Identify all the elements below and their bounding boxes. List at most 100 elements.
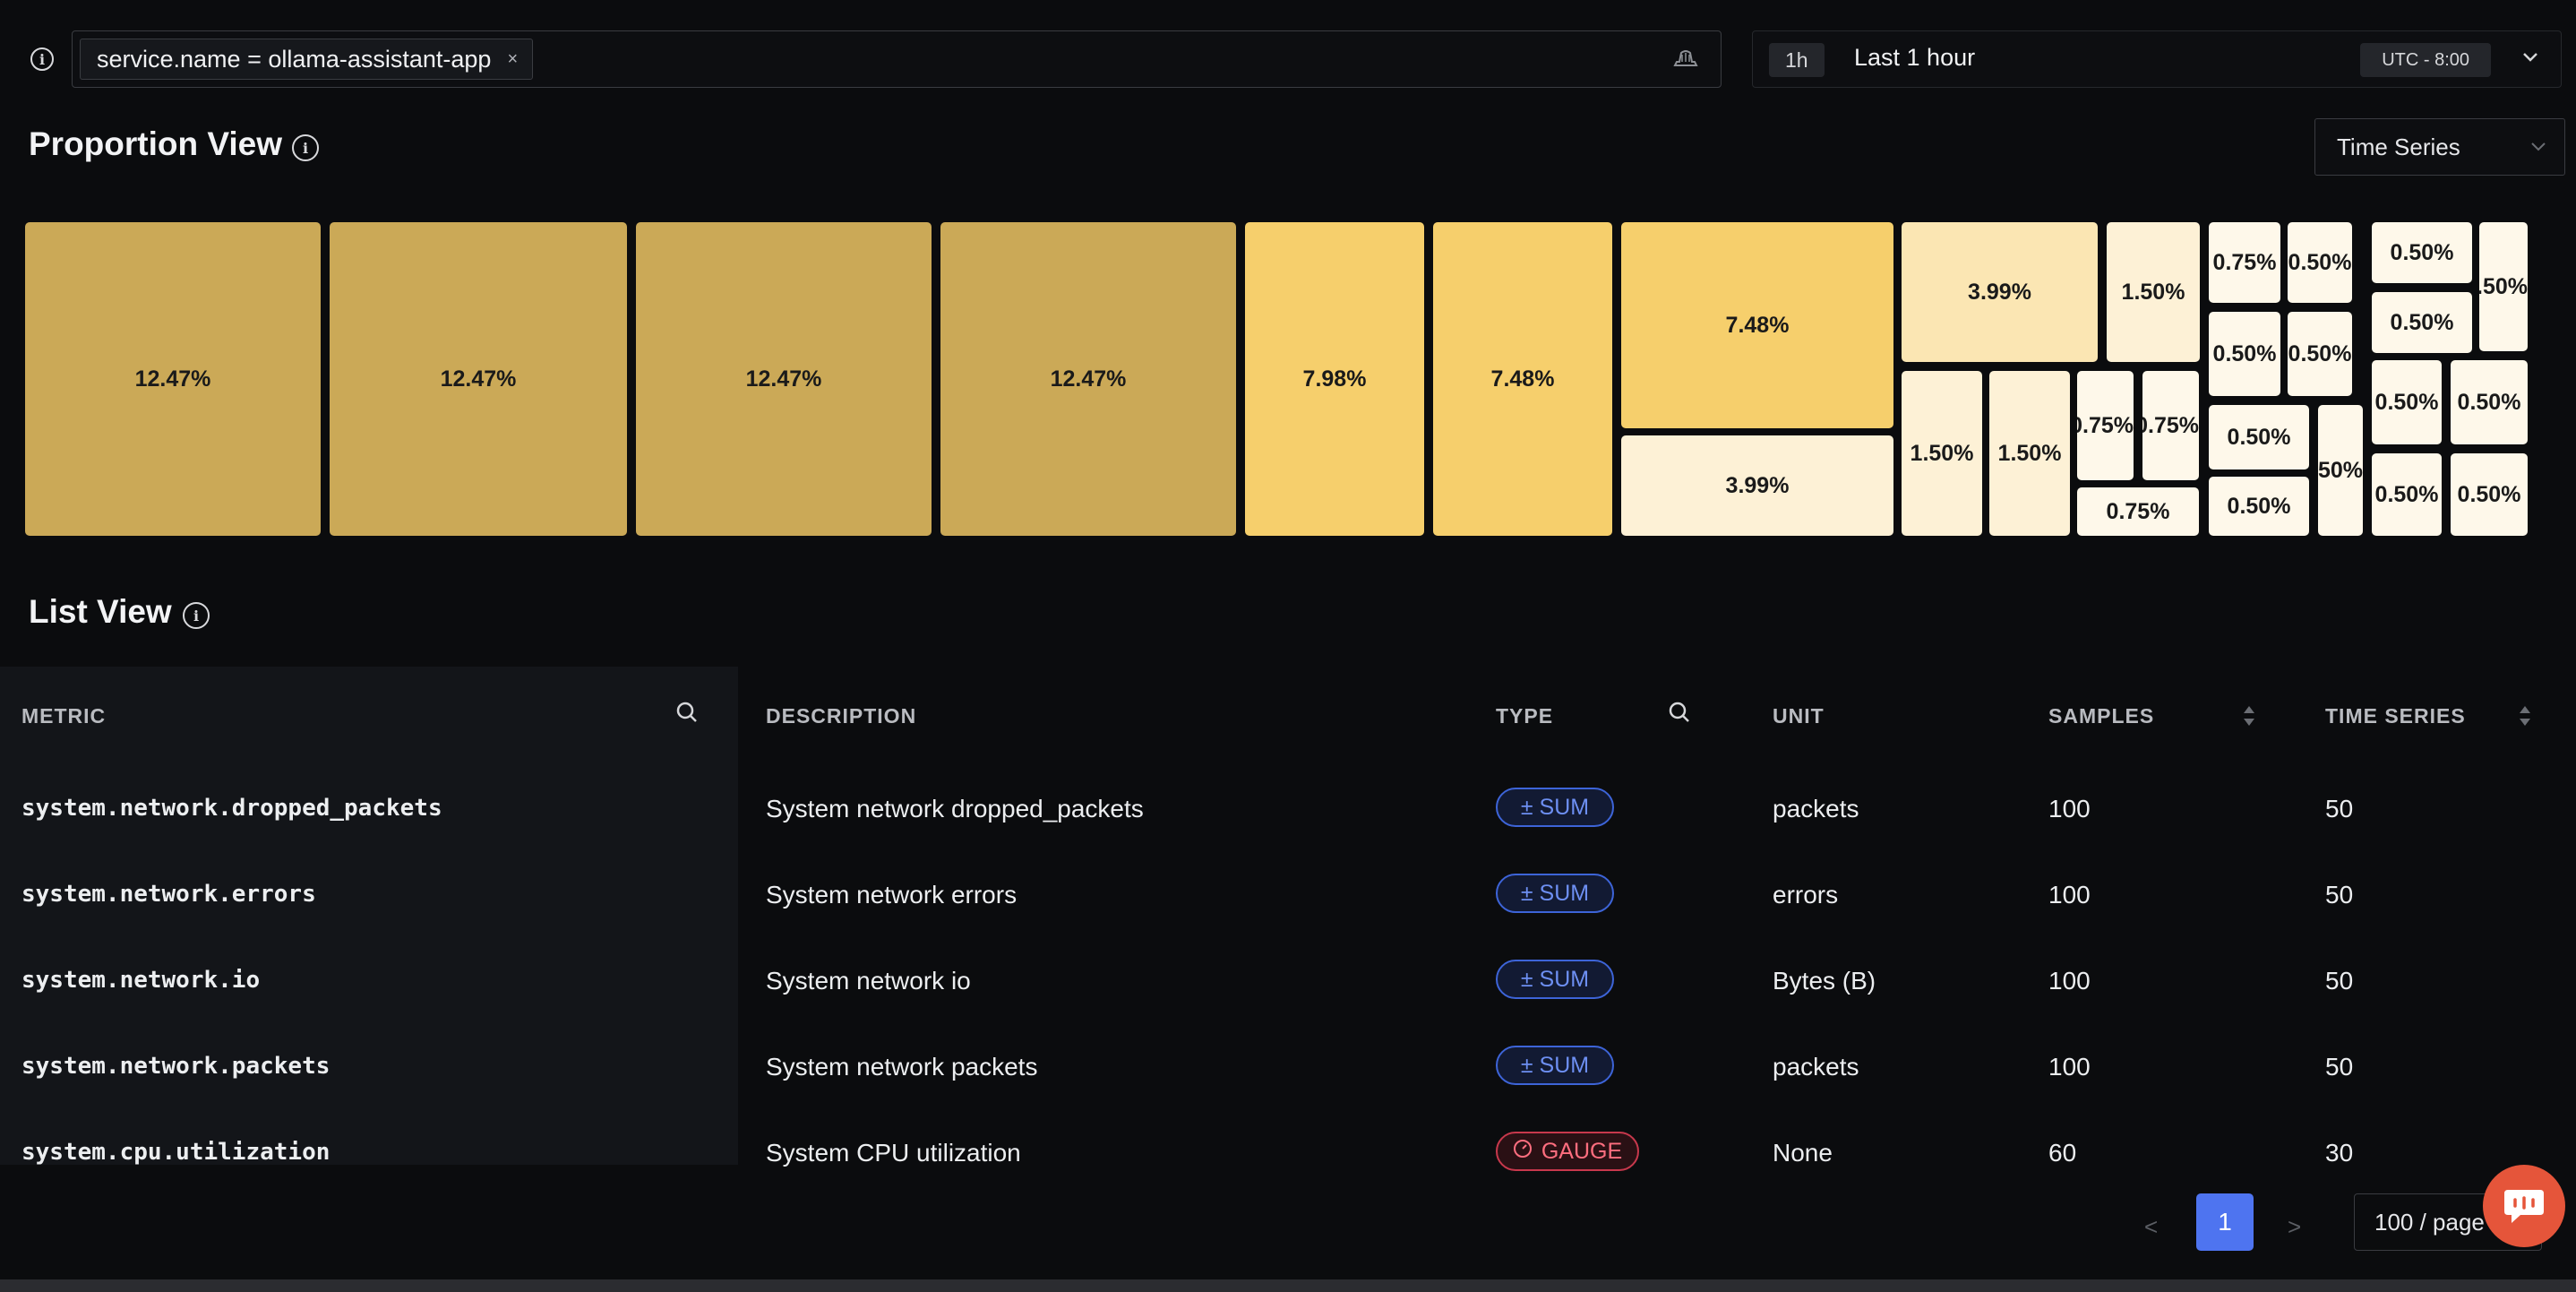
treemap-tile[interactable]: 0.75% xyxy=(2142,371,2199,480)
time-short-tag: 1h xyxy=(1769,43,1825,77)
timezone-badge[interactable]: UTC - 8:00 xyxy=(2360,43,2491,77)
treemap-tile[interactable]: 0.50% xyxy=(2451,453,2528,536)
treemap-tile[interactable]: 7.48% xyxy=(1433,222,1612,536)
type-badge-label: ± SUM xyxy=(1520,1052,1590,1078)
metric-samples: 100 xyxy=(2048,967,2091,995)
type-badge-sum: ± SUM xyxy=(1496,874,1614,913)
chevron-down-icon xyxy=(2531,142,2546,151)
metric-unit: packets xyxy=(1773,795,1859,823)
treemap-tile[interactable]: 0.50% xyxy=(2288,222,2352,303)
treemap-tile[interactable]: 0.50% xyxy=(2372,222,2472,283)
treemap-tile[interactable]: 12.47% xyxy=(940,222,1236,536)
type-badge-label: GAUGE xyxy=(1541,1138,1623,1164)
info-icon[interactable]: i xyxy=(30,47,54,71)
metric-name[interactable]: system.network.io xyxy=(21,967,261,994)
header-unit: UNIT xyxy=(1773,704,1825,728)
type-badge-sum: ± SUM xyxy=(1496,1046,1614,1085)
header-time-series[interactable]: TIME SERIES xyxy=(2325,704,2466,728)
chat-support-button[interactable] xyxy=(2483,1165,2565,1247)
treemap-tile[interactable]: 0.75% xyxy=(2077,487,2199,536)
filter-bar[interactable]: service.name = ollama-assistant-app × xyxy=(72,30,1722,88)
metric-name[interactable]: system.network.packets xyxy=(21,1053,331,1080)
list-view-title: List View xyxy=(29,593,172,630)
filter-chip-label: service.name = ollama-assistant-app xyxy=(97,45,492,73)
metric-description: System CPU utilization xyxy=(766,1139,1021,1167)
proportion-info-icon[interactable]: i xyxy=(292,134,319,161)
sort-icon[interactable] xyxy=(2243,704,2255,728)
metric-name[interactable]: system.cpu.utilization xyxy=(21,1139,331,1166)
metric-samples: 60 xyxy=(2048,1139,2077,1167)
metric-description: System network dropped_packets xyxy=(766,795,1144,823)
time-range-label: Last 1 hour xyxy=(1854,44,1976,71)
metric-description: System network errors xyxy=(766,881,1018,909)
filter-chip[interactable]: service.name = ollama-assistant-app × xyxy=(80,39,534,80)
treemap-tile[interactable]: 0.50% xyxy=(2372,292,2472,353)
treemap-tile[interactable]: 0.75% xyxy=(2077,371,2134,480)
treemap-tile[interactable]: .50% xyxy=(2318,405,2363,536)
search-icon[interactable] xyxy=(1668,701,1691,724)
hat-icon[interactable] xyxy=(1672,47,1699,71)
page-1-button[interactable]: 1 xyxy=(2196,1193,2254,1251)
metric-samples: 100 xyxy=(2048,1053,2091,1081)
treemap-tile[interactable]: 3.99% xyxy=(1902,222,2098,362)
view-select[interactable]: Time Series xyxy=(2314,118,2565,176)
type-badge-sum: ± SUM xyxy=(1496,960,1614,999)
header-description: DESCRIPTION xyxy=(766,704,917,728)
metric-unit: None xyxy=(1773,1139,1833,1167)
header-samples[interactable]: SAMPLES xyxy=(2048,704,2155,728)
prev-page-button[interactable]: < xyxy=(2144,1213,2159,1240)
treemap-tile[interactable]: 12.47% xyxy=(636,222,932,536)
metric-name[interactable]: system.network.errors xyxy=(21,881,316,908)
treemap-tile[interactable]: 1.50% xyxy=(1902,371,1982,536)
treemap-tile[interactable]: 12.47% xyxy=(25,222,321,536)
type-badge-label: ± SUM xyxy=(1520,794,1590,820)
next-page-button[interactable]: > xyxy=(2288,1213,2302,1240)
metric-samples: 100 xyxy=(2048,795,2091,823)
treemap-tile[interactable]: 0.50% xyxy=(2209,312,2280,396)
view-select-value: Time Series xyxy=(2337,133,2460,160)
type-badge-label: ± SUM xyxy=(1520,880,1590,906)
list-info-icon[interactable]: i xyxy=(183,602,210,629)
treemap-tile[interactable]: 1.50% xyxy=(1989,371,2070,536)
treemap-tile[interactable]: 0.75% xyxy=(2209,222,2280,303)
type-badge-label: ± SUM xyxy=(1520,966,1590,992)
treemap-tile[interactable]: 0.50% xyxy=(2209,405,2309,469)
metric-time-series: 50 xyxy=(2325,795,2354,823)
treemap-tile[interactable]: 3.99% xyxy=(1621,435,1893,536)
treemap-tile[interactable]: 0.50% xyxy=(2372,453,2442,536)
metric-name[interactable]: system.network.dropped_packets xyxy=(21,795,442,822)
metric-samples: 100 xyxy=(2048,881,2091,909)
header-metric: METRIC xyxy=(21,704,107,728)
search-icon[interactable] xyxy=(675,701,699,724)
metric-description: System network packets xyxy=(766,1053,1038,1081)
metric-time-series: 50 xyxy=(2325,967,2354,995)
treemap-tile[interactable]: 12.47% xyxy=(330,222,627,536)
treemap-tile[interactable]: 7.98% xyxy=(1245,222,1424,536)
time-range-picker[interactable]: 1h Last 1 hour UTC - 8:00 xyxy=(1752,30,2562,88)
treemap-tile[interactable]: 0.50% xyxy=(2209,477,2309,536)
metric-time-series: 30 xyxy=(2325,1139,2354,1167)
chevron-down-icon[interactable] xyxy=(2521,51,2539,64)
type-badge-gauge: GAUGE xyxy=(1496,1132,1639,1171)
bottom-scrollbar[interactable] xyxy=(0,1279,2576,1292)
treemap-tile[interactable]: 0.50% xyxy=(2372,360,2442,444)
metric-unit: errors xyxy=(1773,881,1839,909)
treemap-tile[interactable]: 0.50% xyxy=(2288,312,2352,396)
type-badge-sum: ± SUM xyxy=(1496,788,1614,827)
treemap-tile[interactable]: 7.48% xyxy=(1621,222,1893,428)
metric-unit: packets xyxy=(1773,1053,1859,1081)
metric-unit: Bytes (B) xyxy=(1773,967,1876,995)
chat-icon xyxy=(2504,1190,2544,1223)
metric-time-series: 50 xyxy=(2325,1053,2354,1081)
metric-column-background xyxy=(0,667,738,1165)
metric-description: System network io xyxy=(766,967,971,995)
treemap-tile[interactable]: 0.50% xyxy=(2451,360,2528,444)
proportion-view-title: Proportion View xyxy=(29,125,283,162)
metric-time-series: 50 xyxy=(2325,881,2354,909)
close-icon[interactable]: × xyxy=(507,48,519,69)
header-type: TYPE xyxy=(1496,704,1554,728)
page-size-select[interactable]: 100 / page xyxy=(2354,1193,2542,1251)
treemap-tile[interactable]: 0.50% xyxy=(2479,222,2528,351)
treemap-tile[interactable]: 1.50% xyxy=(2107,222,2200,362)
sort-icon[interactable] xyxy=(2519,704,2531,728)
